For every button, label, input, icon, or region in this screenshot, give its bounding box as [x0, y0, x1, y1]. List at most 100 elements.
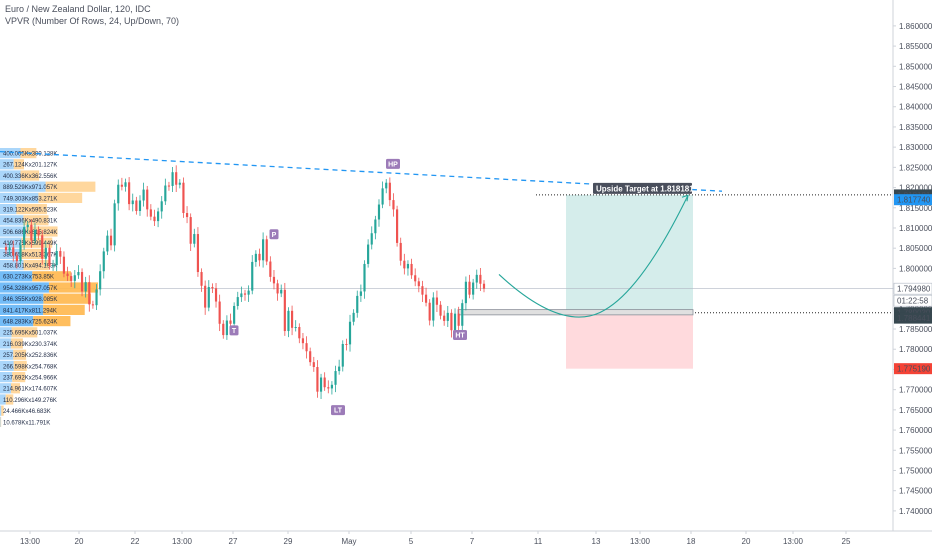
projection-arrowhead [681, 194, 689, 202]
candle-body [120, 184, 123, 187]
candle-body [30, 224, 33, 241]
y-tick-label: 1.810000 [899, 224, 932, 233]
x-tick-label: 5 [409, 537, 414, 546]
candle-body [171, 172, 174, 186]
candle-body [23, 227, 26, 245]
candle-body [66, 273, 69, 277]
candle-body [370, 233, 373, 245]
volume-profile-down-bar [38, 192, 83, 203]
volume-profile-up-bar [0, 271, 33, 282]
volume-profile-down-bar [13, 349, 27, 360]
y-tick-label: 1.780000 [899, 345, 932, 354]
volume-profile-down-bar [21, 237, 53, 248]
candle-body [403, 260, 406, 269]
candle-body [113, 203, 116, 246]
y-tick-label: 1.765000 [899, 406, 932, 415]
x-tick-label: 13:00 [783, 537, 804, 546]
candle-body [254, 253, 257, 262]
volume-profile-up-bar [0, 383, 12, 394]
volume-profile-label: 630.273Kx753.85K [3, 275, 54, 281]
candle-body [262, 239, 265, 261]
volume-profile-label: 954.328Kx957.057K [3, 286, 57, 292]
candle-body [319, 377, 323, 392]
candle-body [396, 209, 399, 243]
x-tick-label: 27 [229, 537, 238, 546]
candle-body [330, 384, 333, 389]
wave-label-bg [331, 405, 345, 416]
x-tick-label: 13 [592, 537, 601, 546]
volume-profile-down-bar [11, 327, 38, 338]
candle-body [160, 201, 163, 212]
volume-profile-down-bar [1, 405, 4, 416]
candle-body [385, 182, 388, 189]
candle-body [149, 209, 152, 217]
candle-body [117, 184, 120, 204]
candle-body [251, 261, 254, 291]
candle-body [229, 320, 232, 324]
volume-profile-up-bar [0, 204, 17, 215]
candle-body [356, 295, 359, 313]
wave-label: HT [455, 333, 465, 340]
candle-body [276, 283, 279, 294]
volume-profile-down-bar [13, 159, 25, 170]
volume-profile-label: 400.336Kx362.556K [3, 174, 57, 180]
candle-body [457, 313, 460, 326]
price-axis-badge [894, 312, 932, 324]
upside-target-label-bg [593, 182, 692, 194]
volume-profile-label: 458.801Kx494.193K [3, 264, 57, 270]
volume-profile-label: 400.005Kx309.128K [3, 152, 57, 158]
volume-profile-label: 454.836Kx490.831K [3, 219, 57, 225]
volume-profile-down-bar [43, 293, 91, 304]
candle-body [482, 283, 486, 289]
y-tick-label: 1.855000 [899, 42, 932, 51]
volume-profile-label: 506.686Kx615.824K [3, 230, 57, 236]
candle-body [472, 282, 475, 295]
candle-body [88, 282, 91, 305]
candle-body [222, 323, 225, 336]
candle-body [348, 321, 352, 345]
volume-profile-up-bar [0, 293, 44, 304]
volume-profile-down-bar [11, 383, 20, 394]
candle-body [432, 297, 435, 321]
x-tick-label: 22 [131, 537, 140, 546]
candle-body [265, 239, 268, 262]
y-tick-label: 1.845000 [899, 83, 932, 92]
indicator-label: VPVR (Number Of Rows, 24, Up/Down, 70) [5, 16, 180, 26]
price-axis-badge-label: 1.788441 [897, 314, 931, 323]
volume-profile-label: 841.417Kx811.294K [3, 308, 57, 314]
volume-profile-down-bar [20, 170, 40, 181]
candle-body [269, 261, 272, 277]
candle-body [218, 301, 221, 324]
candle-body [414, 275, 417, 282]
candle-body [287, 310, 290, 332]
volume-profile-label: 889.529Kx971.057K [3, 185, 57, 191]
candle-body [128, 182, 131, 205]
volume-profile-up-bar [0, 394, 6, 405]
candle-body [153, 216, 156, 222]
volume-profile-up-bar [0, 372, 13, 383]
x-tick-label: 11 [534, 537, 543, 546]
candle-body [59, 251, 62, 257]
volume-profile-up-bar [0, 192, 39, 203]
candle-body [334, 371, 337, 385]
candle-body [185, 213, 189, 218]
y-tick-label: 1.755000 [899, 446, 932, 455]
upside-target-label: Upside Target at 1.818181 [596, 184, 694, 193]
volume-profile-down-bar [32, 271, 71, 282]
candle-body [233, 305, 236, 324]
candle-body [164, 185, 167, 202]
volume-profile-down-bar [25, 226, 58, 237]
candle-body [182, 182, 185, 214]
candle-body [406, 263, 410, 269]
volume-profile-up-bar [0, 304, 44, 315]
y-tick-label: 1.860000 [899, 22, 932, 31]
y-tick-label: 1.805000 [899, 244, 932, 253]
volume-profile-up-bar [0, 170, 21, 181]
y-tick-label: 1.760000 [899, 426, 932, 435]
candle-body [214, 288, 218, 302]
volume-profile-label: 267.124Kx201.127K [3, 163, 57, 169]
y-tick-label: 1.825000 [899, 163, 932, 172]
x-tick-label: 7 [470, 537, 475, 546]
